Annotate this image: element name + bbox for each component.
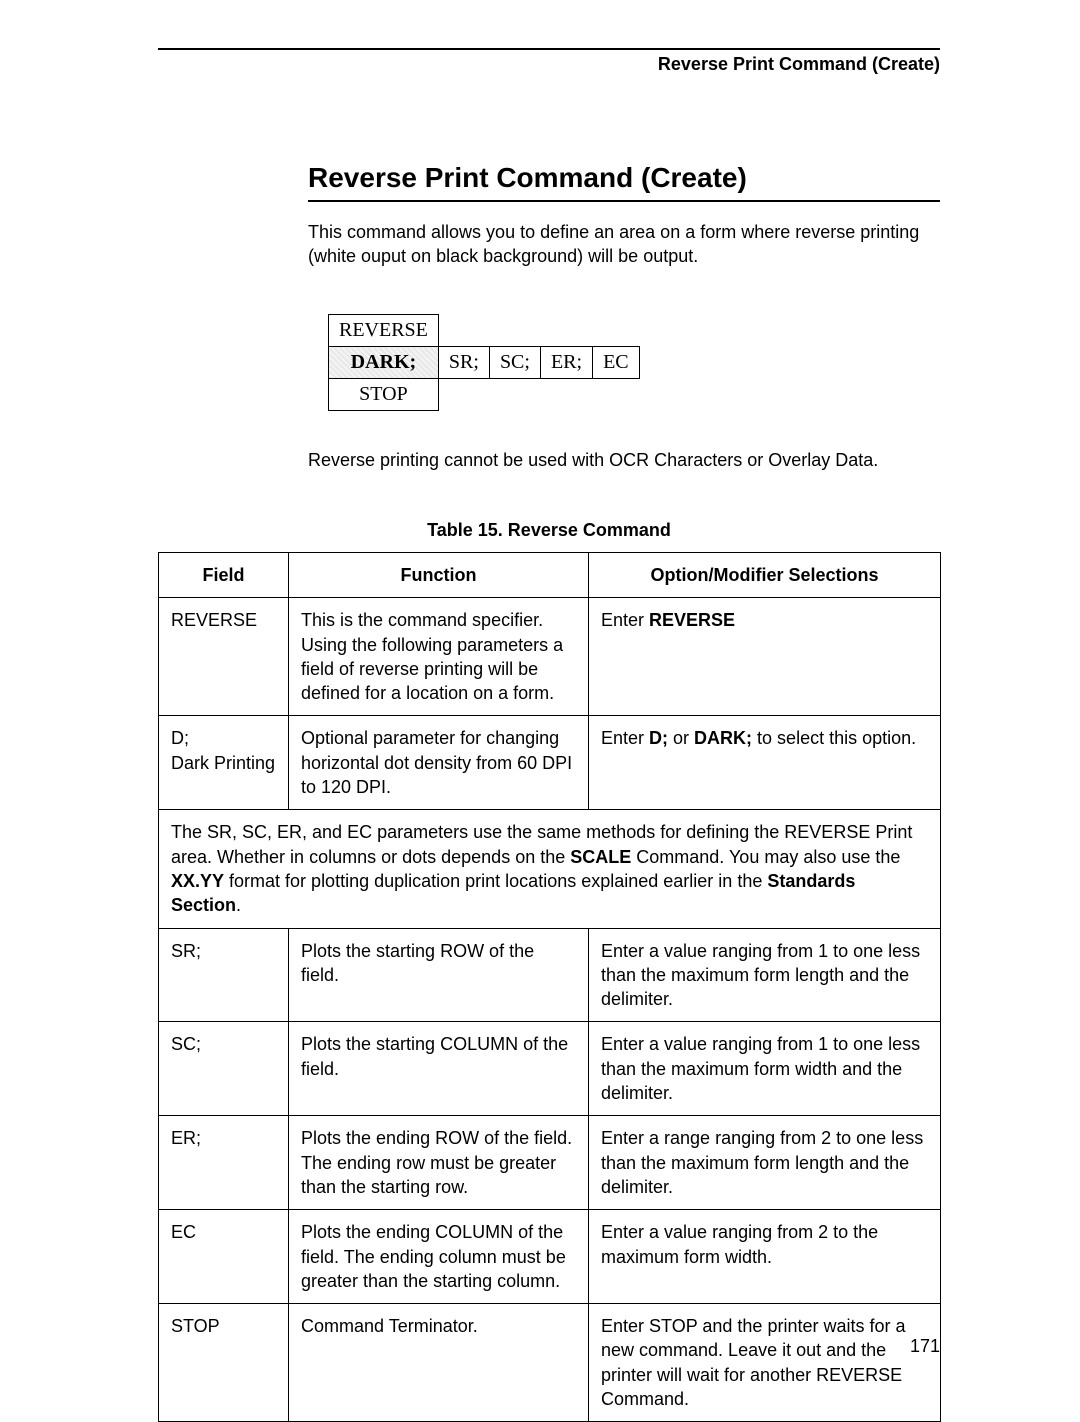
table-row: STOPCommand Terminator.Enter STOP and th… <box>159 1304 941 1422</box>
col-header-function: Function <box>289 553 589 598</box>
intro-paragraph: This command allows you to define an are… <box>308 220 940 269</box>
syntax-cell-empty <box>593 379 640 411</box>
cell-function: Plots the ending ROW of the field. The e… <box>289 1116 589 1210</box>
cell-field: REVERSE <box>159 598 289 716</box>
cell-field: SC; <box>159 1022 289 1116</box>
syntax-cell: SC; <box>489 347 540 379</box>
note-paragraph: Reverse printing cannot be used with OCR… <box>308 450 940 471</box>
cell-option: Enter a value ranging from 1 to one less… <box>589 1022 941 1116</box>
syntax-cell: EC <box>593 347 640 379</box>
cell-field: EC <box>159 1210 289 1304</box>
syntax-cell: SR; <box>438 347 489 379</box>
header-rule <box>158 48 940 50</box>
cell-function: Plots the ending COLUMN of the field. Th… <box>289 1210 589 1304</box>
table-body: REVERSEThis is the command specifier. Us… <box>159 598 941 1422</box>
table-row: D; Dark PrintingOptional parameter for c… <box>159 716 941 810</box>
table-row: REVERSEThis is the command specifier. Us… <box>159 598 941 716</box>
syntax-cell-empty <box>489 379 540 411</box>
cell-option: Enter D; or DARK; to select this option. <box>589 716 941 810</box>
table-row: ECPlots the ending COLUMN of the field. … <box>159 1210 941 1304</box>
section-heading-block: Reverse Print Command (Create) <box>308 162 940 202</box>
table-header-row: Field Function Option/Modifier Selection… <box>159 553 941 598</box>
cell-option: Enter a value ranging from 1 to one less… <box>589 928 941 1022</box>
syntax-cell: DARK; <box>329 347 439 379</box>
syntax-cell: ER; <box>540 347 592 379</box>
table-caption: Table 15. Reverse Command <box>158 520 940 541</box>
heading-rule <box>308 200 940 202</box>
syntax-diagram: REVERSEDARK;SR;SC;ER;EC STOP <box>328 314 640 411</box>
cell-function: Command Terminator. <box>289 1304 589 1422</box>
syntax-cell-empty <box>438 315 489 347</box>
table-span-cell: The SR, SC, ER, and EC parameters use th… <box>159 810 941 928</box>
cell-field: STOP <box>159 1304 289 1422</box>
cell-option: Enter a value ranging from 2 to the maxi… <box>589 1210 941 1304</box>
cell-function: Optional parameter for changing horizont… <box>289 716 589 810</box>
page: Reverse Print Command (Create) Reverse P… <box>0 0 1080 1397</box>
syntax-table: REVERSEDARK;SR;SC;ER;EC STOP <box>328 314 640 411</box>
syntax-cell-empty <box>540 315 592 347</box>
cell-option: Enter REVERSE <box>589 598 941 716</box>
cell-field: D; Dark Printing <box>159 716 289 810</box>
cell-function: This is the command specifier. Using the… <box>289 598 589 716</box>
cell-function: Plots the starting ROW of the field. <box>289 928 589 1022</box>
table-row: ER;Plots the ending ROW of the field. Th… <box>159 1116 941 1210</box>
col-header-field: Field <box>159 553 289 598</box>
syntax-cell: STOP <box>329 379 439 411</box>
syntax-cell-empty <box>489 315 540 347</box>
table-row: SR;Plots the starting ROW of the field.E… <box>159 928 941 1022</box>
syntax-cell-empty <box>540 379 592 411</box>
cell-field: SR; <box>159 928 289 1022</box>
running-header: Reverse Print Command (Create) <box>658 54 940 75</box>
syntax-cell-empty <box>593 315 640 347</box>
section-heading: Reverse Print Command (Create) <box>308 162 940 194</box>
col-header-option: Option/Modifier Selections <box>589 553 941 598</box>
table-row: SC;Plots the starting COLUMN of the fiel… <box>159 1022 941 1116</box>
syntax-cell: REVERSE <box>329 315 439 347</box>
cell-option: Enter a range ranging from 2 to one less… <box>589 1116 941 1210</box>
reverse-command-table: Field Function Option/Modifier Selection… <box>158 552 941 1422</box>
cell-field: ER; <box>159 1116 289 1210</box>
cell-function: Plots the starting COLUMN of the field. <box>289 1022 589 1116</box>
table-row: The SR, SC, ER, and EC parameters use th… <box>159 810 941 928</box>
cell-option: Enter STOP and the printer waits for a n… <box>589 1304 941 1422</box>
page-number: 171 <box>910 1336 940 1357</box>
syntax-cell-empty <box>438 379 489 411</box>
